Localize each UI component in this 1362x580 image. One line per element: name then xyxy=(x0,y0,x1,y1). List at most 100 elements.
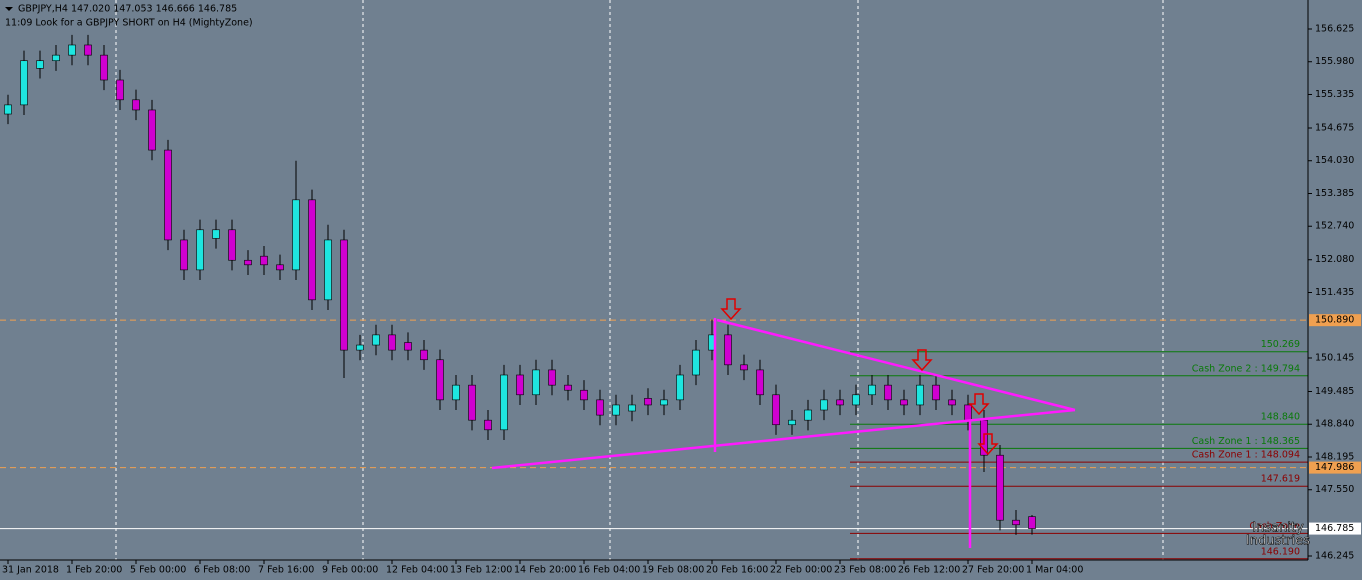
candle-body xyxy=(468,384,476,421)
candle-body xyxy=(644,398,652,406)
candle-body xyxy=(404,342,412,351)
short-arrows xyxy=(720,298,999,456)
y-tick-label: 152.740 xyxy=(1315,221,1354,232)
candle-body xyxy=(324,239,332,301)
candle-body xyxy=(516,374,524,396)
candle-body xyxy=(308,199,316,301)
level-label: 148.840 xyxy=(1261,412,1300,423)
candle-body xyxy=(20,60,28,106)
candle-body xyxy=(596,399,604,416)
candle-body xyxy=(436,359,444,401)
x-tick-label: 6 Feb 08:00 xyxy=(194,565,250,576)
candle-body xyxy=(868,384,876,396)
y-tick-label: 146.245 xyxy=(1315,550,1354,561)
level-label: Cash Zone xyxy=(1249,521,1300,532)
x-tick-label: 19 Feb 08:00 xyxy=(642,565,704,576)
chart-title: GBPJPY,H4 147.020 147.053 146.666 146.78… xyxy=(18,4,237,15)
x-tick-label: 31 Jan 2018 xyxy=(2,565,59,576)
candle-body xyxy=(100,54,108,81)
candle-body xyxy=(916,384,924,406)
candle-body xyxy=(388,334,396,351)
candle-body xyxy=(292,199,300,271)
x-tick-label: 27 Feb 20:00 xyxy=(962,565,1024,576)
candle-body xyxy=(804,409,812,421)
level-label: 146.190 xyxy=(1261,546,1300,557)
candle-body xyxy=(628,404,636,412)
candle-body xyxy=(564,384,572,391)
y-tick-label: 150.145 xyxy=(1315,352,1354,363)
y-tick-label: 151.435 xyxy=(1315,287,1354,298)
watermark: Insanity xyxy=(1252,521,1304,536)
candle-body xyxy=(228,229,236,261)
candle-body xyxy=(484,419,492,431)
y-tick-label: 148.195 xyxy=(1315,451,1354,462)
candle-body xyxy=(836,399,844,406)
levels: 150.269 Cash Zone 2 : 149.794 148.840 Cash … xyxy=(0,319,1308,560)
price-axis xyxy=(1308,0,1362,580)
candle-body xyxy=(132,99,140,111)
candle-body xyxy=(772,394,780,426)
menu-triangle xyxy=(5,7,13,11)
x-tick-label: 12 Feb 04:00 xyxy=(386,565,448,576)
candle-body xyxy=(420,349,428,361)
candle-body xyxy=(900,399,908,406)
x-tick-label: 1 Mar 04:00 xyxy=(1026,565,1083,576)
candle-body xyxy=(68,44,76,56)
x-tick-label: 22 Feb 00:00 xyxy=(770,565,832,576)
x-tick-label: 20 Feb 16:00 xyxy=(706,565,768,576)
candle-body xyxy=(244,259,252,266)
y-tick-label: 156.625 xyxy=(1315,23,1354,34)
chart-subtitle: 11:09 Look for a GBPJPY SHORT on H4 (Mig… xyxy=(5,18,253,29)
candle-body xyxy=(52,54,60,62)
candle-body xyxy=(84,44,92,56)
candle-body xyxy=(996,454,1004,521)
candle-body xyxy=(4,104,12,115)
level-label: Cash Zone 2 : 149.794 xyxy=(1192,363,1300,374)
y-tick-label: 155.335 xyxy=(1315,89,1354,100)
candle-body xyxy=(756,369,764,396)
candle-body xyxy=(548,369,556,386)
price-level-label: 147.986 xyxy=(1315,462,1354,473)
candle-body xyxy=(164,149,172,241)
level-label: Cash Zone 1 : 148.365 xyxy=(1192,436,1300,447)
candle-body xyxy=(692,349,700,376)
candle-body xyxy=(852,394,860,406)
candle-body xyxy=(180,239,188,271)
candle-body xyxy=(260,255,268,266)
x-tick-label: 5 Feb 00:00 xyxy=(130,565,186,576)
x-tick-label: 14 Feb 20:00 xyxy=(514,565,576,576)
y-tick-label: 147.550 xyxy=(1315,484,1354,495)
y-tick-label: 155.980 xyxy=(1315,56,1354,67)
candle-body xyxy=(340,239,348,351)
candle-body xyxy=(788,419,796,426)
price-level-label: 146.785 xyxy=(1315,523,1354,534)
price-level-box xyxy=(1309,522,1361,535)
x-tick-label: 7 Feb 16:00 xyxy=(258,565,314,576)
candle-body xyxy=(196,229,204,271)
x-tick-label: 1 Feb 20:00 xyxy=(66,565,122,576)
candle-body xyxy=(116,79,124,101)
x-tick-label: 23 Feb 08:00 xyxy=(834,565,896,576)
candle-body xyxy=(372,334,380,346)
candle-body xyxy=(500,374,508,431)
candle-body xyxy=(276,264,284,271)
y-tick-label: 153.385 xyxy=(1315,188,1354,199)
y-tick-label: 149.485 xyxy=(1315,386,1354,397)
candle-body xyxy=(932,384,940,401)
candle-body xyxy=(532,369,540,396)
watermark: Industries xyxy=(1246,534,1310,549)
candle-body xyxy=(740,364,748,371)
x-tick-label: 16 Feb 04:00 xyxy=(578,565,640,576)
level-label: Cash Zone 1 : 148.094 xyxy=(1192,450,1300,461)
candle-body xyxy=(724,334,732,366)
level-label: 147.619 xyxy=(1261,474,1300,485)
candle-body xyxy=(452,384,460,401)
level-label: 150.269 xyxy=(1261,339,1300,350)
y-tick-label: 152.080 xyxy=(1315,254,1354,265)
candle-body xyxy=(964,404,972,421)
candle-body xyxy=(212,229,220,239)
x-tick-label: 9 Feb 00:00 xyxy=(322,565,378,576)
candle-body xyxy=(612,404,620,416)
x-tick-label: 13 Feb 12:00 xyxy=(450,565,512,576)
